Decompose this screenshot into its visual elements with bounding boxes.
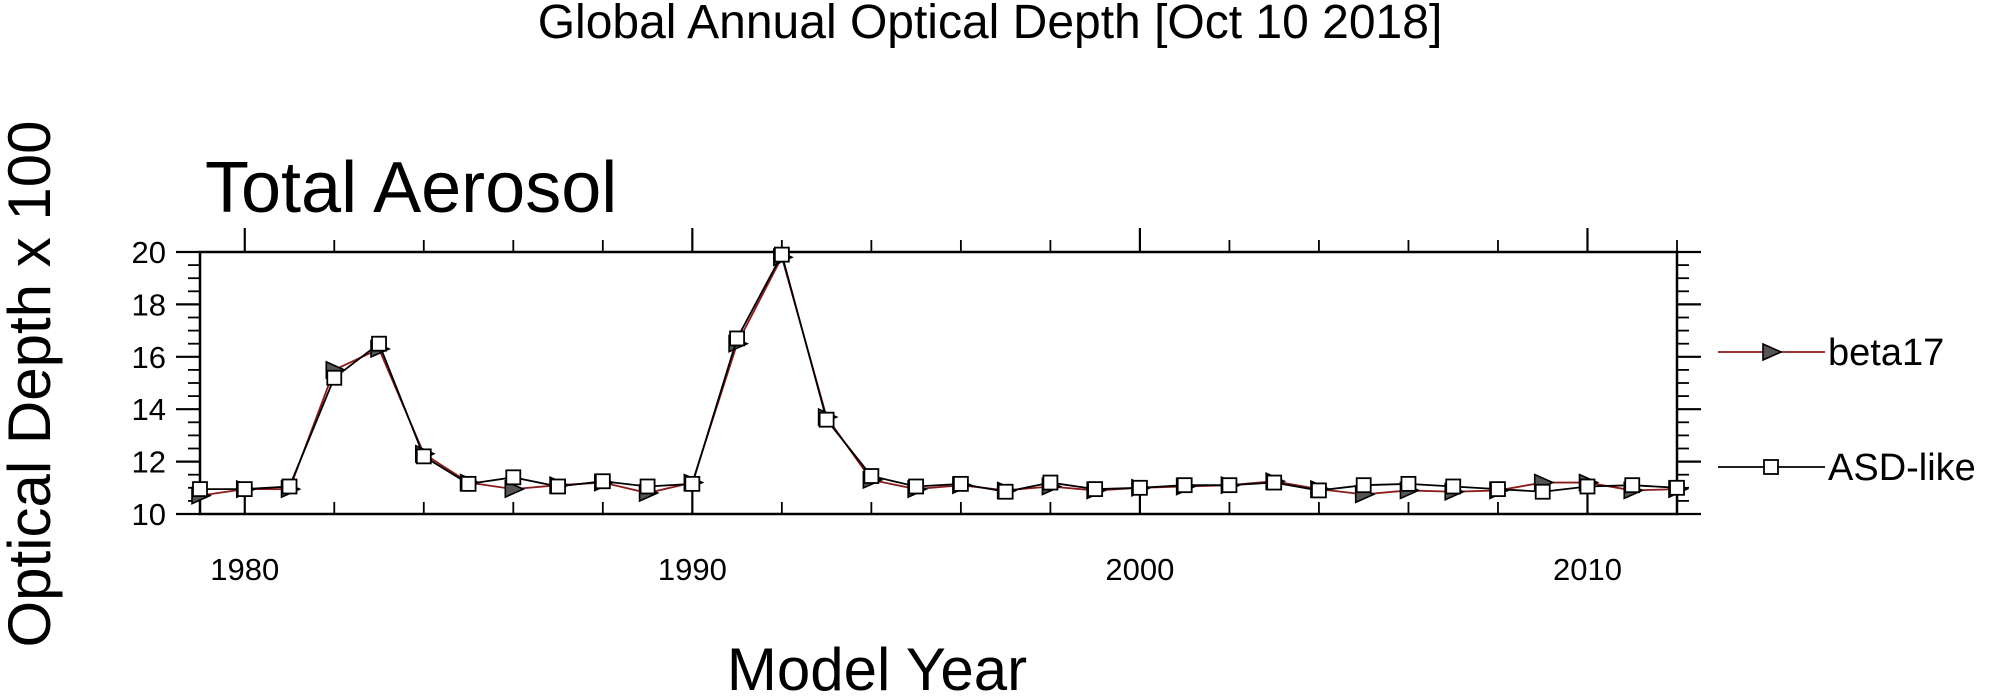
data-point	[1311, 482, 1327, 499]
data-point	[236, 481, 253, 498]
data-point	[1400, 475, 1417, 492]
series-beta17	[191, 248, 1689, 505]
series-line	[199, 254, 1678, 497]
data-point	[192, 481, 208, 498]
data-point	[639, 478, 656, 495]
legend: beta17 ASD-like	[1718, 332, 1976, 489]
plot-frame	[198, 250, 1679, 516]
data-point	[1221, 477, 1238, 494]
y-tick-label: 16	[132, 340, 166, 375]
y-tick-label: 14	[132, 392, 166, 427]
series-line	[200, 252, 1678, 493]
y-tick-label: 12	[132, 445, 166, 480]
data-point	[997, 483, 1014, 500]
legend-item: ASD-like	[1718, 447, 1976, 489]
chart-title: Global Annual Optical Depth [Oct 10 2018…	[538, 0, 1443, 49]
data-point	[1132, 479, 1148, 496]
data-point	[594, 473, 611, 490]
legend-item: beta17	[1718, 332, 1944, 374]
data-point	[1266, 474, 1283, 491]
data-point	[952, 475, 969, 492]
legend-label: beta17	[1828, 332, 1944, 374]
y-tick-label: 10	[132, 497, 166, 532]
legend-marker	[1762, 342, 1783, 362]
data-point	[1355, 477, 1372, 494]
data-point	[1445, 478, 1462, 495]
data-point	[415, 448, 432, 465]
data-point	[460, 475, 477, 492]
data-point	[1624, 477, 1641, 494]
data-point	[1042, 474, 1059, 491]
x-axis-label: Model Year	[727, 636, 1027, 700]
x-tick-label: 2010	[1553, 552, 1622, 587]
data-point	[505, 469, 522, 486]
data-point	[1490, 481, 1506, 498]
x-tick-label: 2000	[1105, 552, 1174, 587]
data-point	[550, 478, 566, 495]
legend-marker	[1763, 459, 1779, 475]
y-tick-label: 18	[132, 287, 166, 322]
data-point	[1176, 477, 1193, 494]
chart-subtitle: Total Aerosol	[205, 148, 617, 228]
data-point	[326, 369, 343, 386]
data-point	[684, 475, 701, 492]
data-point	[863, 468, 880, 484]
data-point	[773, 246, 790, 263]
y-tick-label: 20	[132, 235, 166, 270]
data-point	[371, 335, 387, 352]
data-point	[281, 478, 298, 495]
data-point	[1534, 483, 1551, 500]
data-point	[729, 330, 745, 347]
data-point	[818, 411, 835, 428]
x-tick-label: 1990	[658, 552, 727, 587]
data-series	[191, 246, 1689, 505]
legend-label: ASD-like	[1828, 447, 1976, 489]
data-point	[1579, 478, 1596, 495]
series-ASD-like	[192, 246, 1685, 500]
y-axis-label: Optical Depth x 100	[0, 121, 63, 648]
data-point	[1669, 479, 1685, 496]
data-point	[1087, 481, 1104, 498]
x-tick-label: 1980	[210, 552, 279, 587]
data-point	[908, 478, 925, 495]
